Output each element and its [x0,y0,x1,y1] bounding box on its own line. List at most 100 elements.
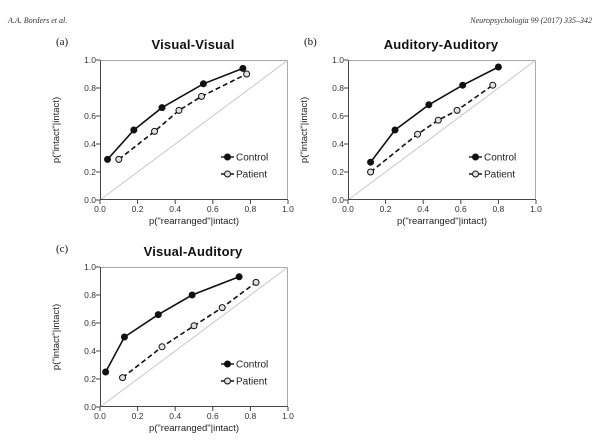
patient-data-marker [434,116,442,124]
panel-label: (b) [304,36,317,48]
y-tick-label: 0.8 [332,82,344,93]
control-series-line [104,276,240,373]
y-tick-label: 0.4 [84,138,96,149]
y-tick-label: 0.2 [84,166,96,177]
legend: Control Patient [221,360,268,388]
x-tick-label: 0.8 [244,411,257,421]
patient-legend-label: Patient [236,377,267,388]
x-tick-label: 0.4 [169,411,182,421]
control-data-marker [367,158,375,166]
chart-panel-a: (a) Visual-Visual p("intact"|intact) Con… [40,33,305,233]
patient-data-marker [175,106,183,114]
y-tick-label: 1.0 [84,54,96,65]
y-tick-label: 0.4 [84,345,96,356]
patient-data-marker [151,127,159,135]
patient-data-marker [198,92,206,100]
chart-title: Visual-Visual [151,37,235,52]
y-axis-label: p("intact"|intact) [51,303,62,371]
control-data-marker [235,273,243,281]
chance-diagonal-line [347,59,537,201]
x-tick-label: 1.0 [530,204,542,214]
control-data-marker [391,126,399,134]
control-data-marker [104,155,112,163]
patient-data-marker [489,81,497,89]
y-tick-label: 1.0 [332,54,344,65]
y-tick-label: 0.2 [332,166,344,177]
chart-title: Auditory-Auditory [383,37,499,52]
patient-data-marker [367,168,375,176]
control-data-marker [130,126,138,134]
patient-legend-marker [224,170,231,178]
control-data-marker [494,63,502,71]
control-legend-label: Control [236,360,268,371]
y-tick-label: 0.6 [84,110,96,121]
x-tick-label: 0.0 [342,204,354,214]
chart-panel-c: (c) Visual-Auditory p("intact"|intact) C… [40,240,305,440]
chance-diagonal-line [99,59,289,201]
panel-label: (c) [56,243,69,255]
control-legend-marker [472,153,479,161]
control-legend-marker [224,153,231,161]
roc-plot: Control Patient [344,59,537,204]
control-data-marker [459,81,467,89]
plot-area: Control Patient [344,59,537,204]
y-tick-label: 0.8 [84,289,96,300]
running-head-authors: A.A. Borders et al. [8,16,68,25]
y-axis-label: p("intact"|intact) [299,96,310,164]
x-tick-label: 0.2 [131,204,144,214]
control-legend-label: Control [236,153,268,164]
patient-legend-marker [224,377,231,385]
chart-panel-b: (b) Auditory-Auditory p("intact"|intact)… [288,33,553,233]
x-axis-label: p("rearranged"|intact) [396,216,487,227]
patient-data-marker [119,374,127,382]
x-tick-label: 0.6 [206,204,219,214]
roc-plot: Control Patient [96,59,289,204]
y-tick-label: 0.0 [84,194,96,205]
control-data-marker [188,291,196,299]
control-data-marker [425,101,433,109]
panel-label: (a) [56,36,69,48]
control-data-marker [120,333,128,341]
chart-title: Visual-Auditory [143,244,243,259]
y-tick-label: 0.0 [332,194,344,205]
x-tick-label: 0.4 [169,204,182,214]
y-tick-label: 0.8 [84,82,96,93]
patient-legend-label: Patient [236,170,267,181]
x-tick-label: 0.8 [244,204,257,214]
roc-plot: Control Patient [96,266,289,411]
control-legend-label: Control [484,153,516,164]
control-legend-marker [224,360,231,368]
patient-legend-marker [472,170,479,178]
patient-data-marker [453,106,461,114]
y-tick-label: 0.0 [84,401,96,412]
control-series-line [369,66,499,163]
patient-data-marker [243,70,251,78]
control-data-marker [154,311,162,319]
x-tick-label: 0.6 [454,204,467,214]
patient-data-marker [115,155,123,163]
chance-diagonal-line [99,266,289,408]
x-tick-label: 0.4 [417,204,430,214]
control-data-marker [199,80,207,88]
x-tick-label: 0.2 [379,204,392,214]
patient-series-line [118,73,247,161]
plot-area: Control Patient [96,266,289,411]
y-tick-label: 0.4 [332,138,344,149]
control-data-marker [158,104,166,112]
x-tick-label: 1.0 [282,411,294,421]
x-axis-label: p("rearranged"|intact) [148,423,239,434]
legend: Control Patient [221,153,268,181]
patient-data-marker [158,343,166,351]
y-tick-label: 1.0 [84,261,96,272]
control-data-marker [102,368,110,376]
y-tick-label: 0.6 [332,110,344,121]
running-head-journal: Neuropsychologia 99 (2017) 335–342 [470,16,592,25]
plot-area: Control Patient [96,59,289,204]
control-data-marker [239,64,247,72]
x-axis-label: p("rearranged"|intact) [148,216,239,227]
x-tick-label: 0.0 [94,204,106,214]
x-tick-label: 1.0 [282,204,294,214]
x-tick-label: 0.6 [206,411,219,421]
x-tick-label: 0.0 [94,411,106,421]
y-tick-label: 0.6 [84,317,96,328]
